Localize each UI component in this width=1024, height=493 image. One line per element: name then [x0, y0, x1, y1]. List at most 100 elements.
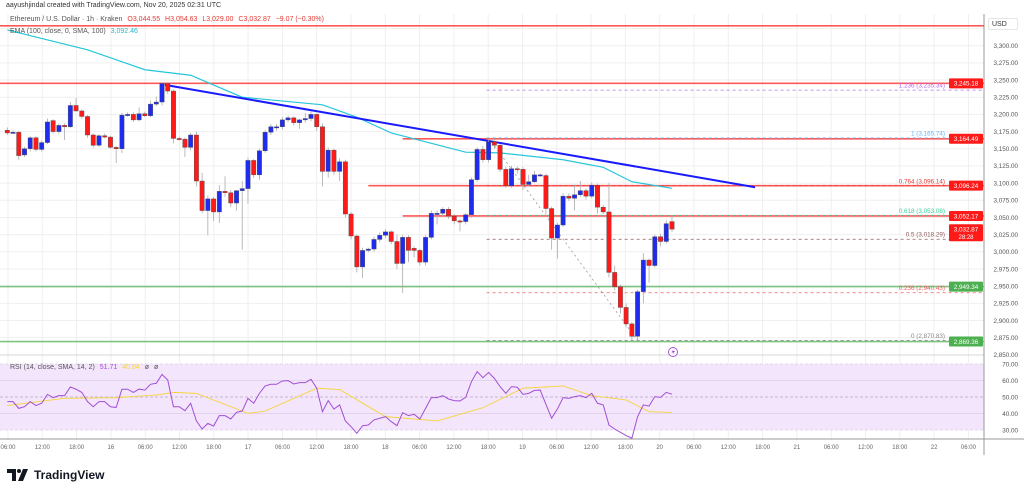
price-change: −9.07 (−0.30%): [275, 16, 324, 23]
price-level-badge-text: 3,052.17: [954, 213, 979, 220]
chart-credit: aayushjindal created with TradingView.co…: [6, 2, 222, 9]
candle-body: [297, 119, 302, 123]
symbol-legend: Ethereum / U.S. Dollar · 1h · Kraken O3,…: [10, 16, 324, 23]
candle-body: [440, 209, 446, 214]
time-axis-label: 22: [931, 445, 938, 451]
candle-body: [314, 114, 320, 127]
candle-body: [446, 209, 451, 217]
time-axis-label: 18:00: [892, 445, 908, 451]
candle-body: [417, 250, 423, 263]
candle-body: [537, 174, 543, 177]
candle-body: [532, 174, 537, 182]
price-level-badge-text: 3,245.18: [954, 81, 979, 88]
rsi-sma-value: 40.64: [122, 364, 140, 371]
time-axis-label: 20: [656, 445, 663, 451]
candle-body: [640, 259, 646, 292]
time-axis-label: 12:00: [584, 445, 600, 451]
price-axis-label: 3,050.00: [993, 215, 1018, 222]
rsi-sma-line: [7, 385, 672, 422]
time-axis-label: 17: [245, 445, 252, 451]
time-axis-label: 12:00: [446, 445, 462, 451]
price-axis-label: 3,025.00: [993, 232, 1018, 239]
ema-label: EMA (100, close, 0, SMA, 100): [10, 28, 106, 35]
candle-body: [119, 114, 125, 149]
candle-body: [148, 103, 153, 116]
candle-body: [469, 179, 474, 215]
tradingview-logo[interactable]: TradingView: [7, 468, 104, 482]
candle-body: [371, 239, 377, 250]
candle-body: [216, 191, 222, 213]
rsi-legend[interactable]: RSI (14, close, SMA, 14, 2) 51.71 40.64 …: [10, 364, 158, 371]
candle-body: [543, 175, 549, 209]
time-axis-label: 12:00: [858, 445, 874, 451]
candle-body: [171, 90, 176, 139]
candle-body: [325, 149, 331, 172]
ema-line: [7, 29, 673, 189]
candle-body: [199, 180, 205, 211]
time-axis-label: 18:00: [206, 445, 222, 451]
currency-button[interactable]: USD: [988, 18, 1018, 30]
price-axis-label: 3,300.00: [993, 43, 1018, 50]
candle-body: [193, 134, 199, 182]
candle-body: [73, 105, 79, 112]
ema-legend[interactable]: EMA (100, close, 0, SMA, 100) 3,092.46: [10, 28, 138, 35]
last-price-badge: [949, 224, 983, 242]
time-axis-label: 18:00: [69, 445, 85, 451]
candle-body: [400, 237, 406, 264]
fib-level-label: 0.236 (2,940.43): [899, 285, 945, 292]
candle-body: [595, 184, 600, 208]
time-axis-label: 18:00: [755, 445, 771, 451]
fib-level-label: 0 (2,870.83): [911, 333, 945, 340]
price-axis-label: 3,125.00: [993, 163, 1018, 170]
candle-body: [159, 83, 165, 103]
price-axis-label: 3,225.00: [993, 95, 1018, 102]
candle-body: [50, 120, 56, 132]
candle-body: [211, 198, 216, 213]
price-axis-label: 2,875.00: [993, 335, 1018, 342]
price-axis-label: 3,200.00: [993, 112, 1018, 119]
candle-body: [67, 105, 73, 127]
candle-body: [589, 184, 595, 197]
candle-body: [635, 291, 641, 337]
fib-level-label: 1 (3,165.74): [911, 130, 945, 137]
candle-body: [406, 237, 411, 251]
candle-body: [176, 138, 182, 140]
candle-body: [428, 213, 434, 238]
candle-body: [96, 135, 102, 146]
candle-body: [509, 168, 514, 187]
ohlc-low: L3,029.00: [202, 16, 234, 23]
candle-body: [503, 169, 509, 187]
candle-body: [394, 241, 400, 264]
rsi-value: 51.71: [99, 364, 118, 371]
time-axis-label: 12:00: [172, 445, 188, 451]
price-level-badge: [949, 78, 983, 89]
price-axis-label: 2,975.00: [993, 266, 1018, 273]
candle-body: [560, 195, 566, 226]
candle-body: [474, 149, 480, 180]
candle-body: [308, 114, 314, 119]
lightning-glyph: [671, 348, 675, 356]
candle-body: [451, 215, 457, 222]
price-level-badge: [949, 281, 983, 292]
fib-level-label: 0.764 (3,096.14): [899, 178, 945, 185]
price-axis-label: 2,850.00: [993, 352, 1018, 359]
time-axis-label: 06:00: [138, 445, 154, 451]
time-axis-label: 06:00: [412, 445, 428, 451]
candle-body: [302, 118, 308, 121]
symbol-title[interactable]: Ethereum / U.S. Dollar · 1h · Kraken: [10, 16, 123, 23]
ohlc-close: C3,032.87: [238, 16, 271, 23]
bar-countdown-text: 28:28: [958, 235, 974, 241]
candle-body: [16, 132, 22, 156]
candle-body: [497, 145, 503, 170]
candle-body: [39, 142, 45, 150]
price-axis-label: 2,900.00: [993, 318, 1018, 325]
candle-body: [549, 208, 555, 239]
candle-body: [354, 235, 360, 268]
candle-body: [388, 231, 394, 242]
time-axis-label: 19: [519, 445, 526, 451]
fib-level-label: 0.618 (3,053.08): [899, 208, 945, 215]
candle-body: [331, 149, 337, 172]
ema-value: 3,092.46: [110, 28, 138, 35]
candle-body: [279, 119, 285, 127]
